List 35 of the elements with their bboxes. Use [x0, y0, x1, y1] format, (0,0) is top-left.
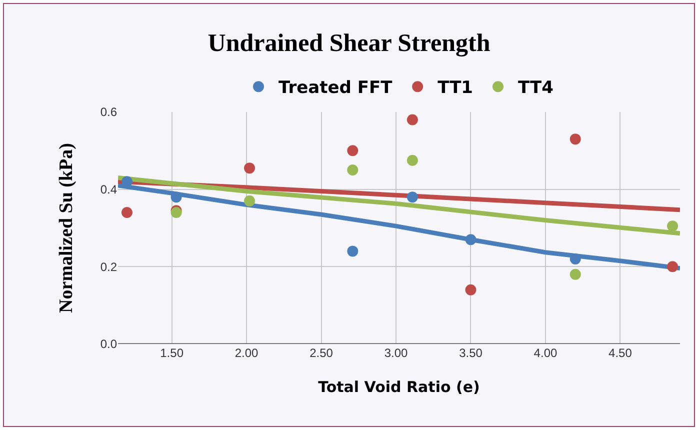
chart-title: Undrained Shear Strength [208, 30, 490, 58]
x-axis-title: Total Void Ratio (e) [318, 378, 480, 396]
point [406, 114, 418, 126]
point [570, 253, 581, 264]
point [347, 246, 358, 257]
x-tick-label: 1.50 [160, 346, 184, 360]
point [570, 268, 581, 280]
point [347, 145, 358, 156]
point [570, 134, 581, 145]
legend-label: TT1 [438, 78, 474, 98]
y-tick-label: 0.4 [100, 182, 118, 197]
x-tick-label: 3.50 [459, 346, 483, 360]
point [465, 284, 476, 296]
x-tick-label: 2.00 [234, 346, 259, 360]
point [406, 154, 418, 166]
point [121, 207, 132, 218]
line-series [118, 175, 680, 236]
point [170, 192, 182, 203]
legend-label: TT4 [518, 78, 554, 98]
x-tick-label: 3.00 [384, 346, 408, 360]
y-tick-label: 0.2 [100, 260, 118, 274]
point [667, 220, 678, 232]
point [465, 234, 476, 246]
point [347, 164, 358, 176]
point [406, 192, 418, 203]
point [244, 162, 256, 174]
y-axis-title: Normalized Su (kPa) [56, 143, 78, 313]
x-tick-label: 4.00 [534, 346, 558, 360]
y-tick-label: 0.6 [100, 105, 118, 120]
y-tick-label: 0.0 [100, 337, 118, 352]
point [244, 195, 256, 206]
legend-label: Treated FFT [278, 78, 393, 98]
x-tick-label: 2.50 [310, 346, 334, 360]
point [667, 261, 678, 272]
x-tick-label: 4.50 [608, 346, 632, 360]
